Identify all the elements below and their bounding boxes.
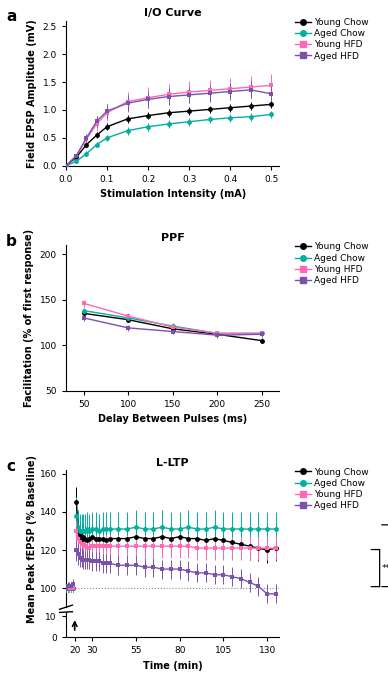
Text: c: c [6, 459, 15, 474]
Text: ****: **** [382, 564, 388, 573]
X-axis label: Stimulation Intensity (mA): Stimulation Intensity (mA) [100, 190, 246, 199]
Y-axis label: Facilitation (% of first response): Facilitation (% of first response) [24, 229, 34, 407]
Text: a: a [6, 9, 17, 24]
Legend: Young Chow, Aged Chow, Young HFD, Aged HFD: Young Chow, Aged Chow, Young HFD, Aged H… [294, 468, 369, 510]
Legend: Young Chow, Aged Chow, Young HFD, Aged HFD: Young Chow, Aged Chow, Young HFD, Aged H… [294, 18, 369, 60]
Y-axis label: Field EPSP Amplitude (mV): Field EPSP Amplitude (mV) [27, 19, 37, 168]
Legend: Young Chow, Aged Chow, Young HFD, Aged HFD: Young Chow, Aged Chow, Young HFD, Aged H… [294, 242, 369, 285]
Text: b: b [6, 234, 17, 249]
Title: I/O Curve: I/O Curve [144, 8, 201, 18]
Title: PPF: PPF [161, 233, 185, 243]
Y-axis label: Mean Peak fEPSP (% Baseline): Mean Peak fEPSP (% Baseline) [27, 455, 37, 623]
X-axis label: Time (min): Time (min) [143, 660, 203, 671]
X-axis label: Delay Between Pulses (ms): Delay Between Pulses (ms) [98, 414, 247, 424]
Title: L-LTP: L-LTP [156, 458, 189, 468]
